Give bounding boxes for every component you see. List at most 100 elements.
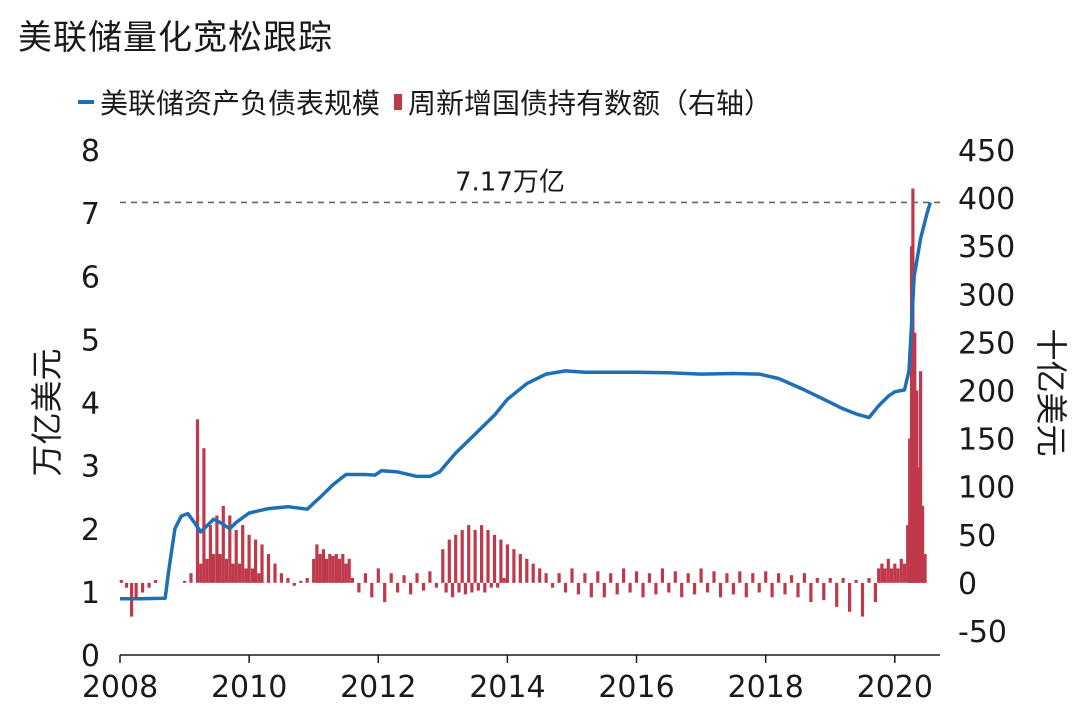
treasury-bar <box>347 558 351 583</box>
treasury-bar <box>257 573 261 583</box>
treasury-bar <box>557 573 561 583</box>
treasury-bar <box>802 573 806 583</box>
treasury-bar <box>641 582 645 598</box>
x-axis-ticks: 2008 2010 2012 2014 2016 2018 2020 <box>82 655 933 705</box>
y-right-tick-label: 400 <box>958 182 1015 217</box>
treasury-bar <box>321 549 325 583</box>
treasury-bar <box>312 558 316 583</box>
treasury-bar <box>218 554 222 583</box>
treasury-bar <box>518 554 522 583</box>
treasury-bar <box>867 578 871 583</box>
y-left-tick-label: 6 <box>81 260 100 295</box>
legend-line-swatch <box>78 100 94 104</box>
treasury-bar <box>454 534 458 583</box>
y-left-tick-label: 7 <box>81 197 100 232</box>
y-right-tick-label: 300 <box>958 278 1015 313</box>
treasury-bar <box>470 582 474 593</box>
y-right-tick-label: 100 <box>958 471 1015 506</box>
treasury-bar <box>860 582 865 617</box>
treasury-bar <box>583 573 587 583</box>
legend: 美联储资产负债表规模 周新增国债持有数额（右轴） <box>78 82 772 122</box>
treasury-bar <box>744 582 748 598</box>
treasury-bar <box>450 582 455 598</box>
treasury-bar <box>660 568 664 583</box>
treasury-bar <box>796 582 800 598</box>
treasury-bar <box>764 571 768 583</box>
treasury-bar <box>738 571 742 583</box>
treasury-bar <box>376 568 380 583</box>
treasury-bar <box>531 563 535 583</box>
chart-title: 美联储量化宽松跟踪 <box>18 18 333 58</box>
treasury-bar <box>331 555 335 583</box>
treasury-bar <box>789 575 794 583</box>
treasury-bar <box>841 578 845 583</box>
treasury-bar <box>341 554 345 583</box>
treasury-bar <box>489 582 493 588</box>
treasury-bar <box>434 582 438 588</box>
x-tick-label: 2010 <box>211 670 287 705</box>
treasury-bar <box>890 568 894 583</box>
x-tick-label: 2020 <box>857 670 933 705</box>
y-right-tick-label: 150 <box>958 423 1015 458</box>
treasury-bar <box>224 558 229 583</box>
treasury-bar <box>119 580 123 583</box>
treasury-bar <box>415 573 419 583</box>
treasury-bar <box>208 525 212 583</box>
y-right-axis-title: 十亿美元 <box>1032 328 1070 456</box>
treasury-bar <box>921 505 925 583</box>
treasury-bar <box>848 582 852 612</box>
treasury-bar <box>205 558 209 583</box>
treasury-bar <box>757 582 761 593</box>
treasury-bar <box>615 582 619 595</box>
treasury-bar <box>589 582 593 598</box>
balance-sheet-line <box>120 201 932 601</box>
y-left-tick-label: 2 <box>81 513 100 548</box>
x-tick-label: 2008 <box>82 670 158 705</box>
treasury-bar <box>680 582 684 598</box>
treasury-bar <box>923 554 927 583</box>
treasury-bar <box>899 558 903 583</box>
treasury-bar <box>266 554 271 583</box>
treasury-bar <box>480 525 484 583</box>
treasury-bar <box>250 568 254 583</box>
treasury-bar <box>902 563 907 583</box>
treasury-bar <box>896 568 900 583</box>
treasury-bar <box>476 582 480 591</box>
treasury-bar <box>693 582 697 595</box>
treasury-bar <box>854 580 858 583</box>
treasury-bar <box>215 515 219 583</box>
treasury-bar <box>350 578 354 583</box>
treasury-bar <box>183 580 187 583</box>
treasury-bar <box>777 573 781 583</box>
y-right-ticks: -50 0 50 100 150 200 250 300 350 400 450 <box>958 134 1015 650</box>
treasury-bar <box>570 568 574 583</box>
treasury-bar <box>124 582 129 588</box>
treasury-bar <box>783 582 787 595</box>
treasury-bar <box>492 534 497 583</box>
treasury-bar <box>809 582 813 603</box>
treasury-bar <box>551 582 555 588</box>
treasury-bar <box>883 568 887 583</box>
treasury-bar <box>893 563 897 583</box>
treasury-bar <box>447 539 451 583</box>
treasury-bar <box>195 419 200 583</box>
y-right-tick-label: 350 <box>958 230 1015 265</box>
treasury-bar <box>634 571 639 583</box>
treasury-bar <box>460 530 464 583</box>
treasury-bar <box>906 525 910 583</box>
y-left-tick-label: 1 <box>81 576 100 611</box>
treasury-bar <box>134 582 138 598</box>
treasury-bar <box>199 563 203 583</box>
treasury-bar <box>328 554 332 583</box>
treasury-bar <box>202 448 206 583</box>
treasury-bar <box>363 573 367 583</box>
treasury-bar <box>499 539 503 583</box>
treasury-bar <box>292 582 296 586</box>
legend-item-treasury: 周新增国债持有数额（右轴） <box>394 82 772 122</box>
treasury-bar <box>334 554 338 583</box>
treasury-bar <box>699 568 703 583</box>
treasury-bar <box>299 580 303 583</box>
treasury-bar <box>396 582 400 593</box>
treasury-bar <box>576 582 580 595</box>
